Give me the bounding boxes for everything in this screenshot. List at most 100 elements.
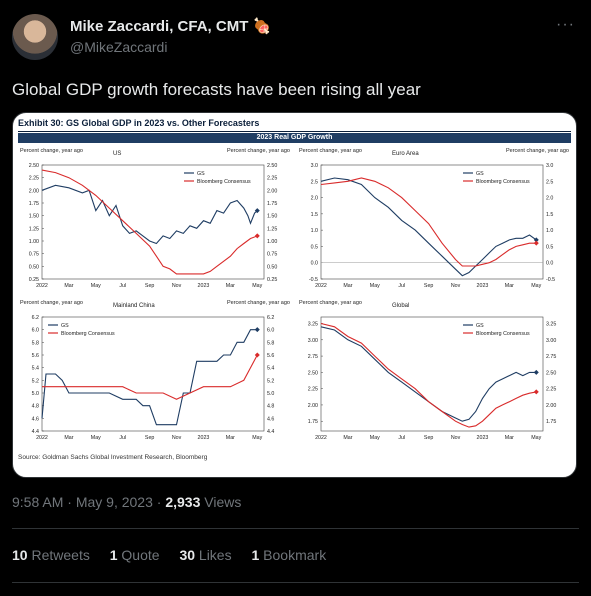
x-tick-label: May (91, 283, 101, 289)
author-handle[interactable]: @MikeZaccardi (70, 39, 168, 55)
y-tick-label: 0.75 (29, 252, 39, 258)
y-tick-label: 2.50 (308, 370, 318, 376)
x-tick-label: May (252, 435, 262, 441)
y-tick-label: 2.5 (546, 179, 553, 185)
y-tick-label: 2.00 (29, 188, 39, 194)
bookmarks-stat[interactable]: 1 Bookmark (251, 547, 327, 563)
legend-label: GS (476, 323, 484, 329)
y-tick-label: 4.4 (267, 429, 274, 435)
y-tick-label: 1.75 (308, 419, 318, 425)
y-axis-label-left: Percent change, year ago (299, 300, 362, 306)
x-tick-label: May (370, 435, 380, 441)
chart-panel: Percent change, year ago Percent change, … (20, 148, 290, 289)
y-tick-label: 1.00 (267, 239, 277, 245)
legend-label: GS (197, 171, 205, 177)
chart-panel: Percent change, year ago Percent change, … (20, 300, 290, 441)
legend-label: Bloomberg Consensus (476, 179, 530, 185)
chart-title: Global (392, 303, 409, 309)
source-note: Source: Goldman Sachs Global Investment … (18, 454, 208, 461)
x-tick-label: May (531, 435, 541, 441)
y-tick-label: 2.25 (308, 387, 318, 393)
y-tick-label: 2.00 (546, 403, 556, 409)
y-tick-label: 1.0 (546, 228, 553, 234)
x-tick-label: Mar (226, 435, 235, 441)
y-tick-label: 3.00 (546, 338, 556, 344)
tweet-date[interactable]: May 9, 2023 (75, 494, 153, 510)
y-tick-label: 1.75 (267, 201, 277, 207)
x-tick-label: May (91, 435, 101, 441)
series-line (320, 326, 537, 422)
y-tick-label: 2.0 (311, 196, 318, 202)
y-tick-label: 1.0 (311, 228, 318, 234)
x-tick-label: Nov (451, 435, 461, 441)
y-tick-label: 1.50 (29, 214, 39, 220)
y-tick-label: 3.25 (546, 322, 556, 328)
y-tick-label: 2.00 (308, 403, 318, 409)
x-tick-label: Mar (226, 283, 235, 289)
series-line (41, 169, 258, 275)
y-tick-label: 1.00 (29, 239, 39, 245)
y-axis-label-right: Percent change, year ago (227, 300, 290, 306)
y-axis-label-left: Percent change, year ago (299, 148, 362, 154)
y-tick-label: 0.5 (546, 244, 553, 250)
quotes-stat[interactable]: 1 Quote (109, 547, 160, 563)
series-line (320, 177, 537, 267)
tweet-image[interactable]: Exhibit 30: GS Global GDP in 2023 vs. Ot… (12, 112, 577, 478)
y-tick-label: 1.5 (311, 212, 318, 218)
y-tick-label: 5.8 (267, 340, 274, 346)
x-tick-label: Mar (64, 283, 73, 289)
y-axis-label-left: Percent change, year ago (20, 300, 83, 306)
y-tick-label: 3.0 (546, 163, 553, 169)
y-tick-label: 0.5 (311, 244, 318, 250)
chart-title: Euro Area (392, 151, 419, 157)
y-tick-label: -0.5 (546, 277, 555, 283)
likes-stat[interactable]: 30 Likes (179, 547, 232, 563)
y-tick-label: 4.6 (32, 416, 39, 422)
retweets-stat[interactable]: 10 Retweets (12, 547, 90, 563)
x-tick-label: Mar (505, 435, 514, 441)
x-tick-label: Mar (343, 283, 352, 289)
x-tick-label: Jul (398, 283, 405, 289)
x-tick-label: Mar (64, 435, 73, 441)
exhibit-title: Exhibit 30: GS Global GDP in 2023 vs. Ot… (18, 118, 260, 128)
author-name[interactable]: Mike Zaccardi, CFA, CMT 🍖 (70, 18, 272, 35)
x-tick-label: Nov (172, 283, 182, 289)
series-line (42, 354, 258, 400)
y-tick-label: 5.2 (267, 378, 274, 384)
avatar[interactable] (12, 14, 58, 60)
y-tick-label: 4.6 (267, 416, 274, 422)
y-tick-label: -0.5 (309, 277, 318, 283)
chart-panel: Percent change, year ago Percent change, … (299, 148, 569, 289)
y-tick-label: 1.50 (267, 214, 277, 220)
y-tick-label: 3.0 (311, 163, 318, 169)
legend-label: GS (476, 171, 484, 177)
x-tick-label: 2023 (198, 435, 210, 441)
x-tick-label: 2023 (477, 435, 489, 441)
series-line (320, 177, 537, 277)
y-tick-label: 0.50 (267, 264, 277, 270)
y-tick-label: 4.8 (32, 404, 39, 410)
x-tick-label: Jul (119, 283, 126, 289)
x-tick-label: May (252, 283, 262, 289)
plot-frame (41, 316, 265, 432)
tweet-meta: 9:58 AM · May 9, 2023 · 2,933 Views (12, 494, 242, 510)
y-tick-label: 0.75 (267, 252, 277, 258)
more-dots-icon[interactable]: ··· (556, 16, 575, 33)
plot-frame (320, 164, 544, 280)
y-tick-label: 2.50 (546, 370, 556, 376)
legend-label: Bloomberg Consensus (61, 331, 115, 337)
y-tick-label: 4.4 (32, 429, 39, 435)
y-tick-label: 2.00 (267, 188, 277, 194)
y-tick-label: 2.50 (267, 163, 277, 169)
divider (18, 131, 571, 132)
legend-label: Bloomberg Consensus (476, 331, 530, 337)
y-tick-label: 5.6 (32, 353, 39, 359)
tweet-time[interactable]: 9:58 AM (12, 494, 64, 510)
x-tick-label: Jul (119, 435, 126, 441)
y-tick-label: 4.8 (267, 404, 274, 410)
x-tick-label: Jul (398, 435, 405, 441)
y-tick-label: 2.75 (546, 354, 556, 360)
y-tick-label: 0.50 (29, 264, 39, 270)
y-axis-label-right: Percent change, year ago (227, 148, 290, 154)
y-tick-label: 5.0 (267, 391, 274, 397)
